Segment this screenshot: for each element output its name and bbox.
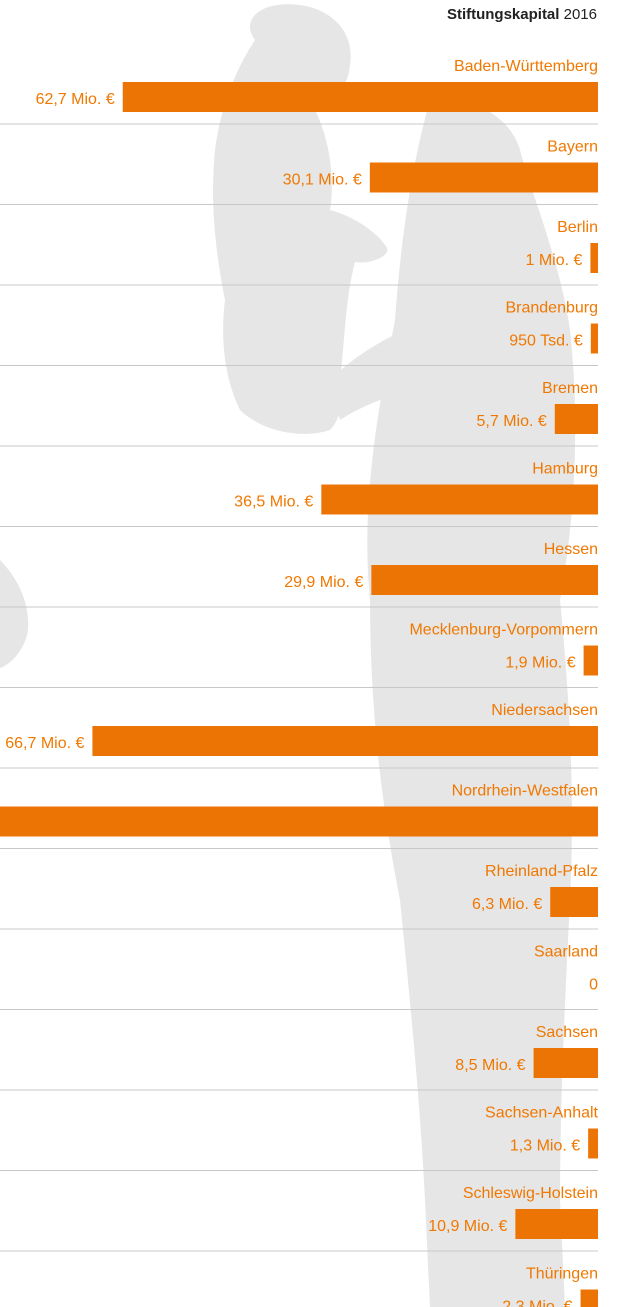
chart-rows: Baden-Württemberg 62,7 Mio. € Bayern 30,1 M… bbox=[0, 58, 599, 1307]
value-label-niedersachsen: 66,7 Mio. € bbox=[5, 735, 84, 752]
bar-berlin bbox=[590, 243, 598, 273]
value-label-mecklenburg-vorpommern: 1,9 Mio. € bbox=[505, 655, 575, 672]
category-label-baden-w-rttemberg: Baden-Württemberg bbox=[454, 58, 598, 75]
chart-title-year: 2016 bbox=[563, 6, 597, 23]
chart-title: Stiftungskapital 2016 bbox=[447, 6, 597, 23]
category-label-saarland: Saarland bbox=[534, 944, 598, 961]
bar-baden-w-rttemberg bbox=[122, 82, 598, 112]
category-label-bayern: Bayern bbox=[547, 139, 598, 156]
bar-th-ringen bbox=[580, 1289, 598, 1307]
value-label-schleswig-holstein: 10,9 Mio. € bbox=[428, 1218, 507, 1235]
value-label-baden-w-rttemberg: 62,7 Mio. € bbox=[36, 91, 115, 108]
value-label-berlin: 1 Mio. € bbox=[525, 252, 582, 269]
value-label-sachsen-anhalt: 1,3 Mio. € bbox=[510, 1138, 580, 1155]
bar-nordrhein-westfalen bbox=[0, 806, 598, 837]
bar-schleswig-holstein bbox=[515, 1209, 598, 1239]
chart-title-bold: Stiftungskapital bbox=[446, 6, 560, 23]
value-label-hamburg: 36,5 Mio. € bbox=[234, 494, 313, 511]
category-label-hessen: Hessen bbox=[544, 541, 598, 558]
category-label-mecklenburg-vorpommern: Mecklenburg-Vorpommern bbox=[409, 622, 598, 639]
bar-brandenburg bbox=[590, 323, 598, 354]
category-label-hamburg: Hamburg bbox=[532, 461, 598, 478]
category-label-nordrhein-westfalen: Nordrhein-Westfalen bbox=[452, 783, 598, 800]
category-label-sachsen-anhalt: Sachsen-Anhalt bbox=[485, 1105, 599, 1122]
bar-hessen bbox=[371, 565, 598, 595]
category-label-rheinland-pfalz: Rheinland-Pfalz bbox=[485, 863, 598, 880]
category-label-brandenburg: Brandenburg bbox=[505, 300, 598, 317]
category-label-th-ringen: Thüringen bbox=[526, 1266, 598, 1283]
value-label-bremen: 5,7 Mio. € bbox=[477, 413, 547, 430]
bar-niedersachsen bbox=[92, 726, 598, 756]
category-label-berlin: Berlin bbox=[557, 219, 598, 236]
bar-hamburg bbox=[321, 484, 598, 515]
bar-sachsen bbox=[533, 1048, 598, 1078]
value-label-bayern: 30,1 Mio. € bbox=[283, 172, 362, 189]
bar-sachsen-anhalt bbox=[588, 1128, 598, 1159]
value-label-saarland: 0 bbox=[589, 977, 598, 994]
bar-bremen bbox=[554, 404, 598, 434]
value-label-sachsen: 8,5 Mio. € bbox=[455, 1057, 525, 1074]
category-label-bremen: Bremen bbox=[542, 380, 598, 397]
category-label-sachsen: Sachsen bbox=[536, 1024, 598, 1041]
value-label-hessen: 29,9 Mio. € bbox=[284, 574, 363, 591]
bar-mecklenburg-vorpommern bbox=[583, 645, 598, 676]
value-label-th-ringen: 2,3 Mio. € bbox=[502, 1299, 572, 1307]
category-label-niedersachsen: Niedersachsen bbox=[491, 702, 598, 719]
bar-bayern bbox=[369, 162, 598, 193]
category-label-schleswig-holstein: Schleswig-Holstein bbox=[463, 1185, 598, 1202]
bar-rheinland-pfalz bbox=[550, 887, 598, 917]
value-label-rheinland-pfalz: 6,3 Mio. € bbox=[472, 896, 542, 913]
value-label-brandenburg: 950 Tsd. € bbox=[509, 333, 583, 350]
